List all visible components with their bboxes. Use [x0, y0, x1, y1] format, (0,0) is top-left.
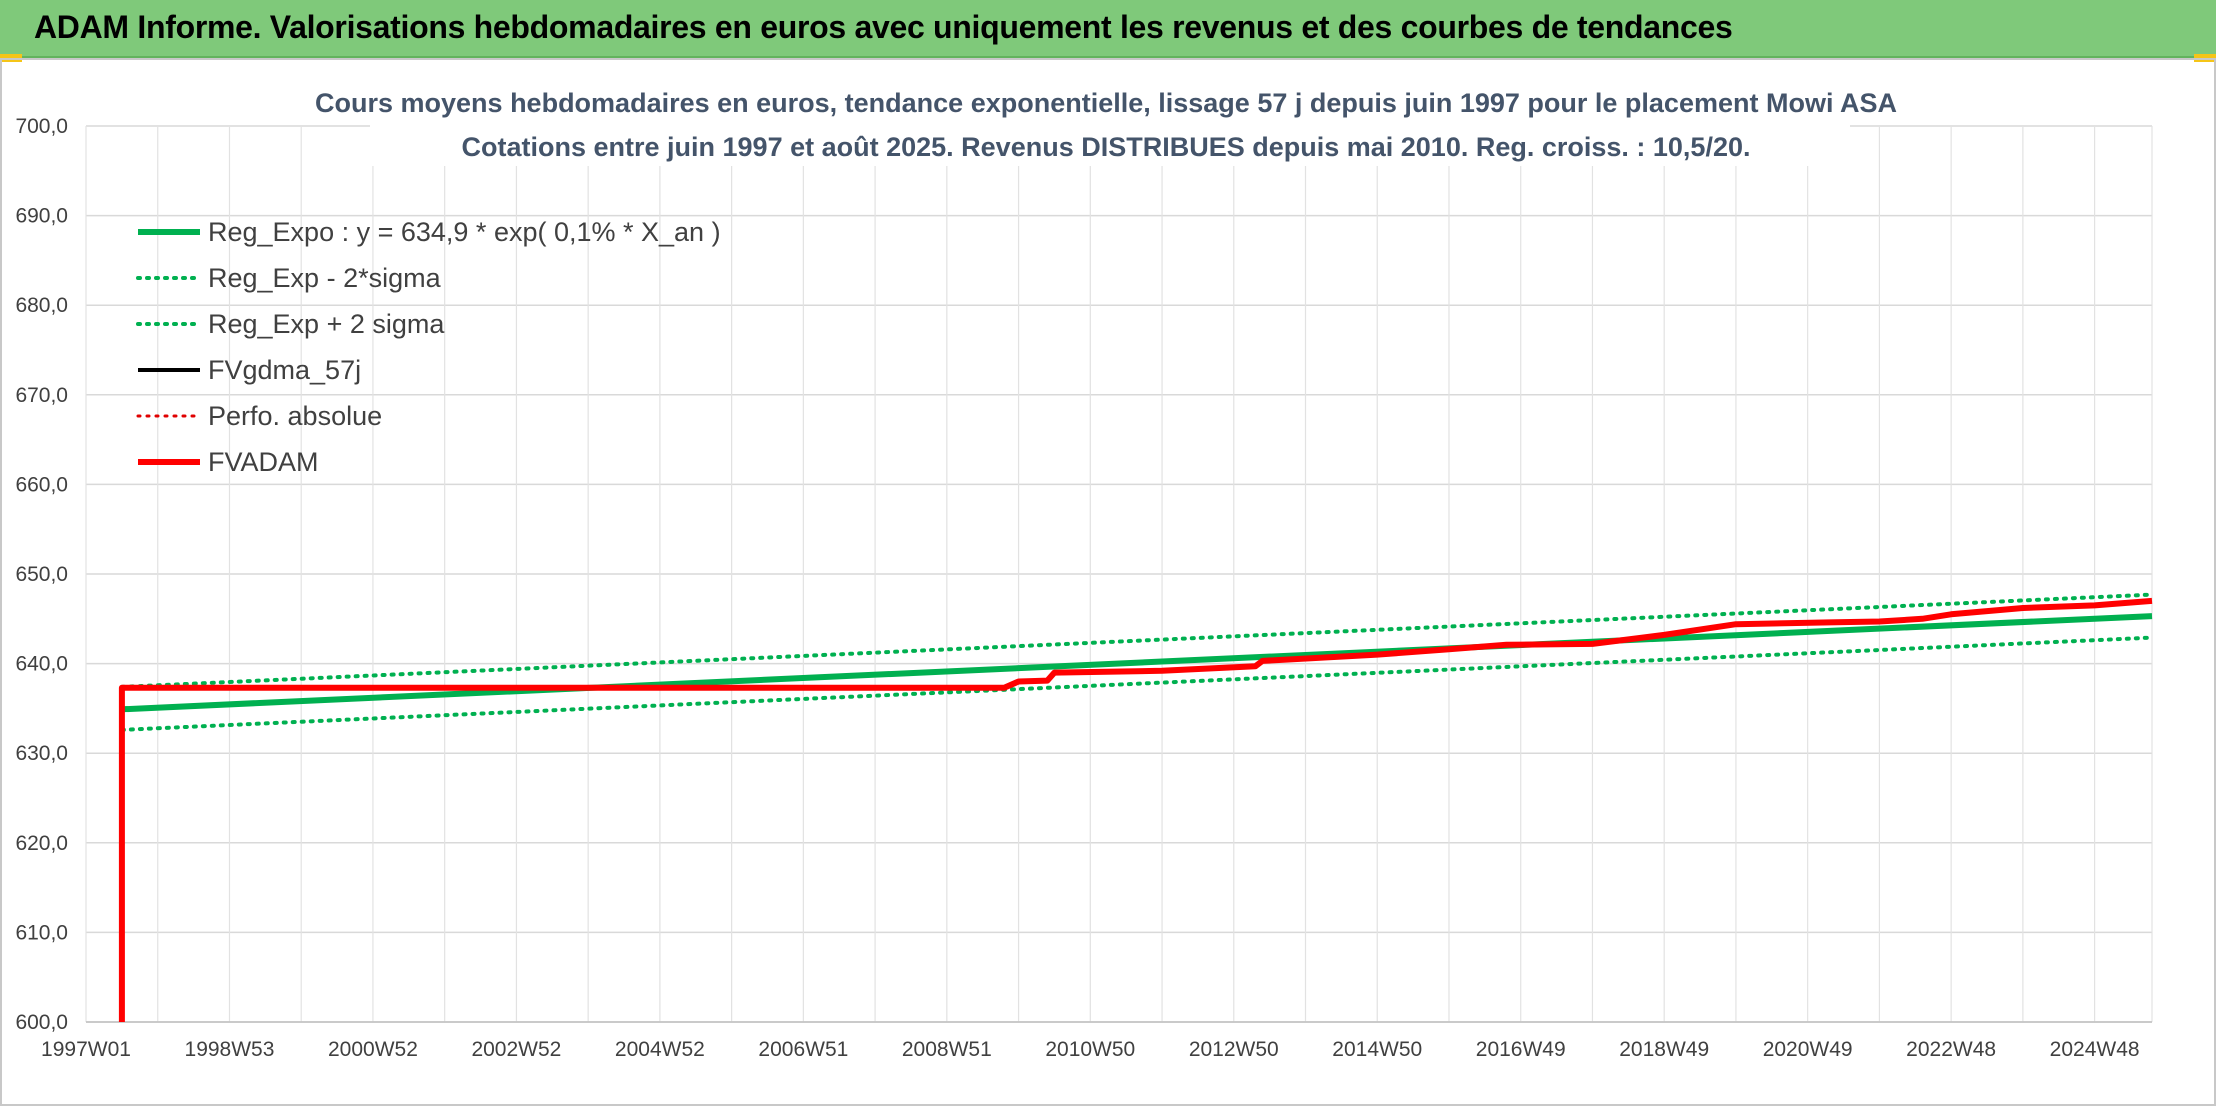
chart-grid	[85, 125, 2153, 1023]
x-tick-label: 2008W51	[902, 1038, 992, 1061]
series-line-0	[121, 613, 2153, 713]
title-background	[370, 76, 1850, 166]
chart-title-line-1: Cours moyens hebdomadaires en euros, ten…	[315, 88, 1897, 118]
x-axis-ticks: 1997W01 1998W53 2000W52 2002W52 2004W52 2006W…	[41, 1038, 2140, 1061]
x-tick-label: 2010W50	[1045, 1038, 1135, 1061]
chart-title-line-2: Cotations entre juin 1997 et août 2025. …	[462, 132, 1751, 162]
x-tick-label: 1998W53	[185, 1038, 275, 1061]
y-tick-label: 700,0	[15, 115, 68, 138]
y-tick-label: 600,0	[15, 1011, 68, 1034]
x-tick-label: 2014W50	[1332, 1038, 1422, 1061]
y-tick-label: 670,0	[15, 384, 68, 407]
x-tick-label: 2016W49	[1476, 1038, 1566, 1061]
legend-label-0: Reg_Expo : y = 634,9 * exp( 0,1% * X_an …	[208, 217, 721, 247]
legend-label-2: Reg_Exp + 2 sigma	[208, 309, 445, 339]
x-tick-label: 2022W48	[1906, 1038, 1996, 1061]
x-tick-label: 2020W49	[1763, 1038, 1853, 1061]
y-axis-ticks: 700,0 690,0 680,0 670,0 660,0 650,0 640,0 630,0…	[15, 115, 68, 1034]
chart-series	[118, 592, 2154, 1022]
x-tick-label: 2004W52	[615, 1038, 705, 1061]
x-tick-label: 2012W50	[1189, 1038, 1279, 1061]
y-tick-label: 640,0	[15, 653, 68, 676]
legend-label-1: Reg_Exp - 2*sigma	[208, 263, 442, 293]
report-banner: ADAM Informe. Valorisations hebdomadaire…	[0, 0, 2216, 58]
y-tick-label: 660,0	[15, 473, 68, 496]
series-line-1	[119, 635, 2154, 732]
legend-label-3: FVgdma_57j	[208, 355, 361, 385]
x-tick-label: 2002W52	[471, 1038, 561, 1061]
x-tick-label: 2024W48	[2050, 1038, 2140, 1061]
series-line-2	[119, 592, 2154, 689]
chart-legend: Reg_Expo : y = 634,9 * exp( 0,1% * X_an …	[136, 217, 721, 477]
x-tick-label: 2000W52	[328, 1038, 418, 1061]
legend-label-5: FVADAM	[208, 447, 319, 477]
line-chart: 700,0 690,0 680,0 670,0 660,0 650,0 640,0 630,0…	[15, 76, 2154, 1061]
chart-frame: 700,0 690,0 680,0 670,0 660,0 650,0 640,0 630,0…	[0, 58, 2216, 1106]
x-tick-label: 1997W01	[41, 1038, 131, 1061]
y-tick-label: 620,0	[15, 832, 68, 855]
x-tick-label: 2018W49	[1619, 1038, 1709, 1061]
y-tick-label: 690,0	[15, 205, 68, 228]
y-tick-label: 650,0	[15, 563, 68, 586]
y-tick-label: 610,0	[15, 921, 68, 944]
x-tick-label: 2006W51	[758, 1038, 848, 1061]
report-title: ADAM Informe. Valorisations hebdomadaire…	[34, 9, 1733, 45]
series-line-5	[118, 597, 2153, 1022]
y-tick-label: 630,0	[15, 742, 68, 765]
y-tick-label: 680,0	[15, 294, 68, 317]
legend-label-4: Perfo. absolue	[208, 401, 382, 431]
